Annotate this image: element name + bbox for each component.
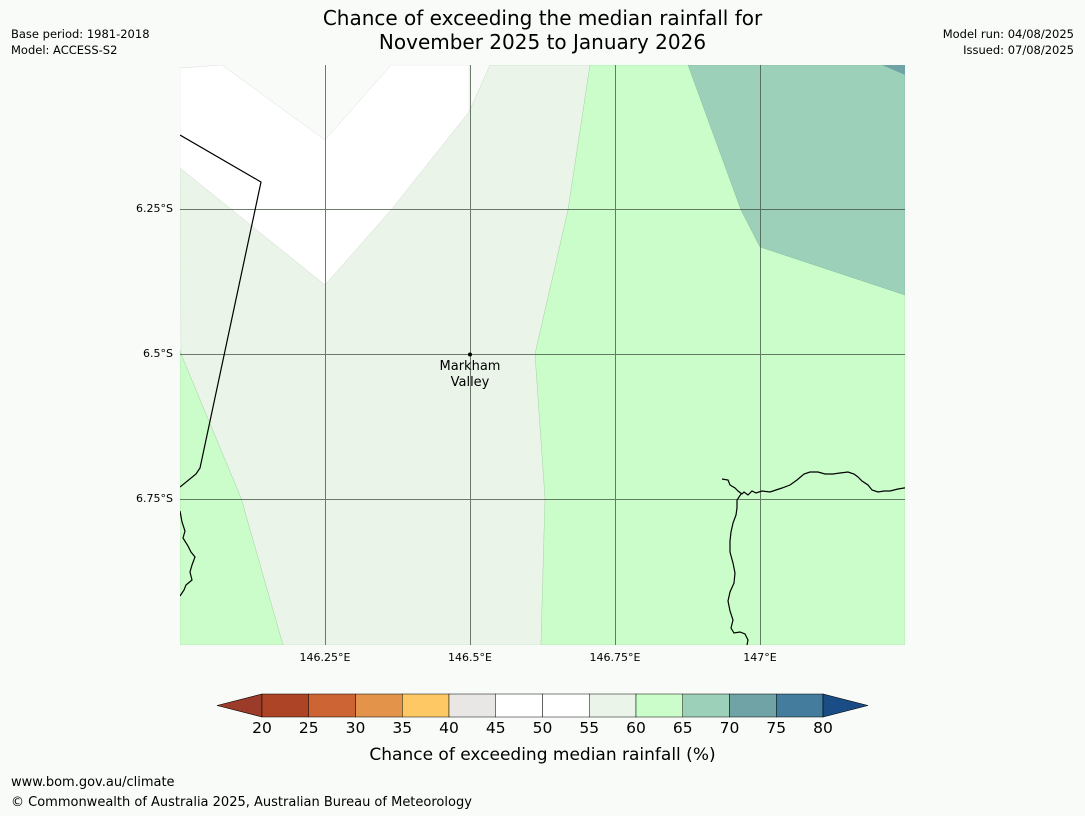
issued-text: Issued: 07/08/2025	[963, 43, 1074, 57]
colorbar-segment	[402, 693, 450, 718]
lon-label-147: 147°E	[743, 651, 777, 664]
border-line	[180, 134, 262, 488]
colorbar-tick-label: 60	[626, 719, 646, 737]
colorbar-segment	[308, 693, 356, 718]
zone-45-50-wedge	[180, 65, 470, 286]
model-run-text: Model run: 04/08/2025	[942, 27, 1074, 41]
colorbar-tick-label: 20	[252, 719, 272, 737]
colorbar-tick-label: 40	[439, 719, 459, 737]
colorbar-label: Chance of exceeding median rainfall (%)	[369, 745, 716, 765]
lat-label-6.5: 6.5°S	[143, 347, 173, 360]
markham-valley-marker	[468, 352, 472, 357]
colorbar-tick-label: 70	[719, 719, 740, 737]
colorbar-tick-label: 80	[813, 719, 833, 737]
meta-left: Base period: 1981-2018 Model: ACCESS-S2	[11, 26, 150, 58]
colorbar-segment	[635, 693, 683, 718]
colorbar-segment	[355, 693, 403, 718]
coastlines	[180, 134, 905, 645]
river-line	[727, 493, 749, 645]
colorbar-segment	[776, 693, 824, 718]
colorbar-segment	[729, 693, 777, 718]
place-label-line-1: Markham	[439, 359, 501, 374]
meta-right: Model run: 04/08/2025 Issued: 07/08/2025	[943, 26, 1074, 58]
zone-65-70	[687, 65, 905, 296]
colorbar-tick-label: 25	[298, 719, 319, 737]
lon-label-146.5: 146.5°E	[448, 651, 492, 664]
map-area	[180, 65, 905, 645]
colorbar-segment	[495, 693, 543, 718]
place-label-markham-valley: Markham Valley	[410, 359, 530, 391]
lon-label-146.75: 146.75°E	[589, 651, 641, 664]
colorbar-segment	[261, 693, 309, 718]
east-coastline	[721, 471, 905, 496]
colorbar-segment	[682, 693, 730, 718]
lon-label-146.25: 146.25°E	[299, 651, 351, 664]
zone-70-75-corner	[882, 65, 905, 75]
colorbar-segment	[589, 693, 637, 718]
lat-label-6.25: 6.25°S	[136, 202, 173, 215]
colorbar-tick-label: 30	[345, 719, 366, 737]
colorbar-tick-label: 65	[672, 719, 693, 737]
map-title: Chance of exceeding the median rainfall …	[0, 6, 1085, 54]
colorbar-tick-label: 35	[392, 719, 413, 737]
colorbar-segment	[542, 693, 590, 718]
colorbar	[216, 693, 869, 718]
lat-label-6.75: 6.75°S	[136, 492, 173, 505]
title-line-1: Chance of exceeding the median rainfall …	[322, 6, 763, 30]
place-label-line-2: Valley	[450, 375, 490, 390]
colorbar-tick-label: 75	[766, 719, 787, 737]
footer-url: www.bom.gov.au/climate	[11, 775, 175, 790]
colorbar-tick-label: 45	[485, 719, 506, 737]
colorbar-tick-label: 55	[579, 719, 600, 737]
west-coastline	[180, 510, 196, 597]
title-line-2: November 2025 to January 2026	[378, 30, 707, 54]
colorbar-tick-label: 50	[532, 719, 553, 737]
colorbar-under-arrow	[216, 693, 263, 718]
zone-60-65-left	[180, 349, 284, 645]
base-period-text: Base period: 1981-2018	[11, 27, 150, 41]
colorbar-over-arrow	[822, 693, 869, 718]
colorbar-segment	[448, 693, 496, 718]
footer-copyright: © Commonwealth of Australia 2025, Austra…	[11, 795, 472, 810]
model-text: Model: ACCESS-S2	[11, 43, 118, 57]
